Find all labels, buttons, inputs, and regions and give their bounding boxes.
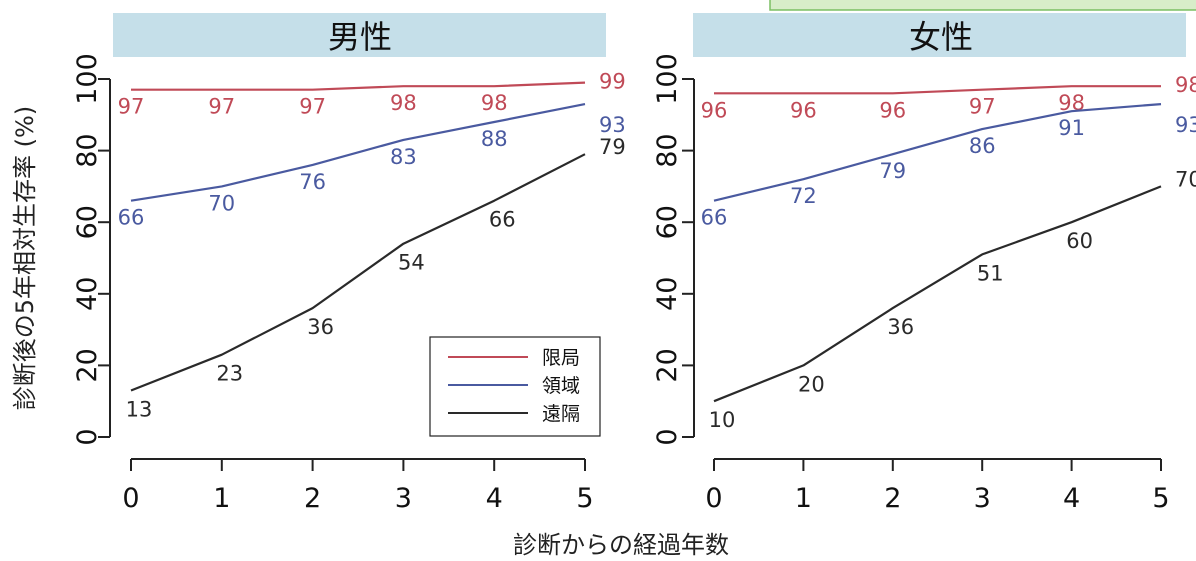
data-label-localized: 98 bbox=[481, 91, 508, 115]
legend-label-regional: 領域 bbox=[542, 375, 580, 397]
y-tick-label: 20 bbox=[652, 348, 683, 382]
data-label-regional: 79 bbox=[879, 159, 906, 183]
data-label-regional: 66 bbox=[118, 206, 145, 230]
x-tick-label: 4 bbox=[486, 483, 503, 514]
series-line-localized bbox=[131, 81, 586, 91]
panel-title-bar-male bbox=[113, 13, 606, 57]
x-tick-label: 2 bbox=[884, 483, 901, 514]
data-label-distant: 79 bbox=[599, 135, 626, 159]
data-label-regional: 88 bbox=[481, 127, 508, 151]
x-tick-label: 3 bbox=[395, 483, 412, 514]
series-line-distant bbox=[130, 153, 586, 392]
data-label-regional: 76 bbox=[299, 170, 326, 194]
data-label-distant: 51 bbox=[977, 261, 1004, 285]
data-label-distant: 60 bbox=[1066, 229, 1093, 253]
y-tick-label: 100 bbox=[652, 53, 683, 105]
y-tick-label: 40 bbox=[652, 277, 683, 311]
data-label-distant: 23 bbox=[216, 362, 243, 386]
x-tick-label: 2 bbox=[304, 483, 321, 514]
data-label-regional: 93 bbox=[599, 113, 626, 137]
x-tick-label: 0 bbox=[122, 483, 139, 514]
x-tick-label: 1 bbox=[795, 483, 812, 514]
y-axis-title: 診断後の5年相対生存率 (%) bbox=[11, 106, 39, 410]
data-label-localized: 97 bbox=[969, 95, 996, 119]
panel-title-male: 男性 bbox=[328, 18, 392, 56]
y-tick-label: 80 bbox=[72, 133, 103, 167]
data-label-regional: 93 bbox=[1175, 113, 1196, 137]
y-tick-label: 0 bbox=[652, 428, 683, 445]
data-label-regional: 66 bbox=[701, 206, 728, 230]
data-label-localized: 98 bbox=[390, 91, 417, 115]
data-label-regional: 83 bbox=[390, 145, 417, 169]
panel-title-bar-female bbox=[693, 13, 1186, 57]
data-label-regional: 70 bbox=[208, 191, 235, 215]
y-tick-label: 0 bbox=[72, 428, 103, 445]
legend-label-distant: 遠隔 bbox=[542, 403, 580, 425]
data-label-distant: 66 bbox=[489, 208, 516, 232]
series-line-localized bbox=[714, 85, 1161, 95]
x-tick-label: 4 bbox=[1063, 483, 1080, 514]
series-line-regional bbox=[713, 103, 1162, 202]
data-label-localized: 97 bbox=[299, 95, 326, 119]
data-label-localized: 97 bbox=[208, 95, 235, 119]
series-line-distant bbox=[713, 185, 1162, 403]
data-label-distant: 70 bbox=[1175, 167, 1196, 191]
legend-box bbox=[429, 336, 601, 437]
data-label-regional: 91 bbox=[1058, 116, 1085, 140]
data-label-localized: 99 bbox=[599, 70, 626, 94]
data-label-regional: 72 bbox=[790, 184, 817, 208]
series-line-regional bbox=[130, 103, 586, 202]
data-label-distant: 20 bbox=[798, 372, 825, 396]
data-label-localized: 96 bbox=[701, 98, 728, 122]
data-label-regional: 86 bbox=[969, 134, 996, 158]
x-tick-label: 1 bbox=[213, 483, 230, 514]
data-label-distant: 36 bbox=[307, 315, 334, 339]
top-right-decoration bbox=[769, 0, 1196, 11]
x-tick-label: 5 bbox=[576, 483, 593, 514]
x-tick-label: 3 bbox=[974, 483, 991, 514]
data-label-distant: 10 bbox=[709, 408, 736, 432]
y-tick-label: 100 bbox=[72, 53, 103, 105]
data-label-distant: 54 bbox=[398, 251, 425, 275]
x-tick-label: 5 bbox=[1152, 483, 1169, 514]
legend-label-localized: 限局 bbox=[542, 347, 580, 369]
data-label-localized: 97 bbox=[118, 95, 145, 119]
data-label-distant: 36 bbox=[887, 315, 914, 339]
panel-title-female: 女性 bbox=[909, 18, 973, 56]
y-tick-label: 20 bbox=[72, 348, 103, 382]
data-label-localized: 96 bbox=[790, 98, 817, 122]
x-tick-label: 0 bbox=[705, 483, 722, 514]
y-tick-label: 80 bbox=[652, 133, 683, 167]
y-tick-label: 40 bbox=[72, 277, 103, 311]
y-tick-label: 60 bbox=[652, 205, 683, 239]
x-axis-title: 診断からの経過年数 bbox=[513, 531, 729, 559]
y-tick-label: 60 bbox=[72, 205, 103, 239]
data-label-distant: 13 bbox=[126, 397, 153, 421]
data-label-localized: 96 bbox=[879, 98, 906, 122]
data-label-localized: 98 bbox=[1175, 73, 1196, 97]
legend: 限局 領域 遠隔 bbox=[429, 336, 601, 437]
